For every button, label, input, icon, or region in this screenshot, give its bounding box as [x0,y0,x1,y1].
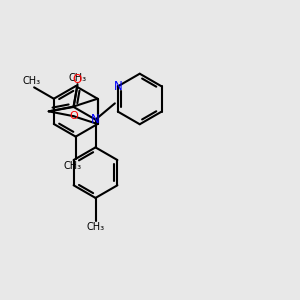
Text: N: N [113,80,122,93]
Text: CH₃: CH₃ [22,76,40,86]
Text: N: N [91,113,100,126]
Text: CH₃: CH₃ [68,73,87,82]
Text: CH₃: CH₃ [86,222,105,232]
Text: O: O [73,74,82,86]
Text: CH₃: CH₃ [64,161,82,171]
Text: O: O [69,111,78,121]
